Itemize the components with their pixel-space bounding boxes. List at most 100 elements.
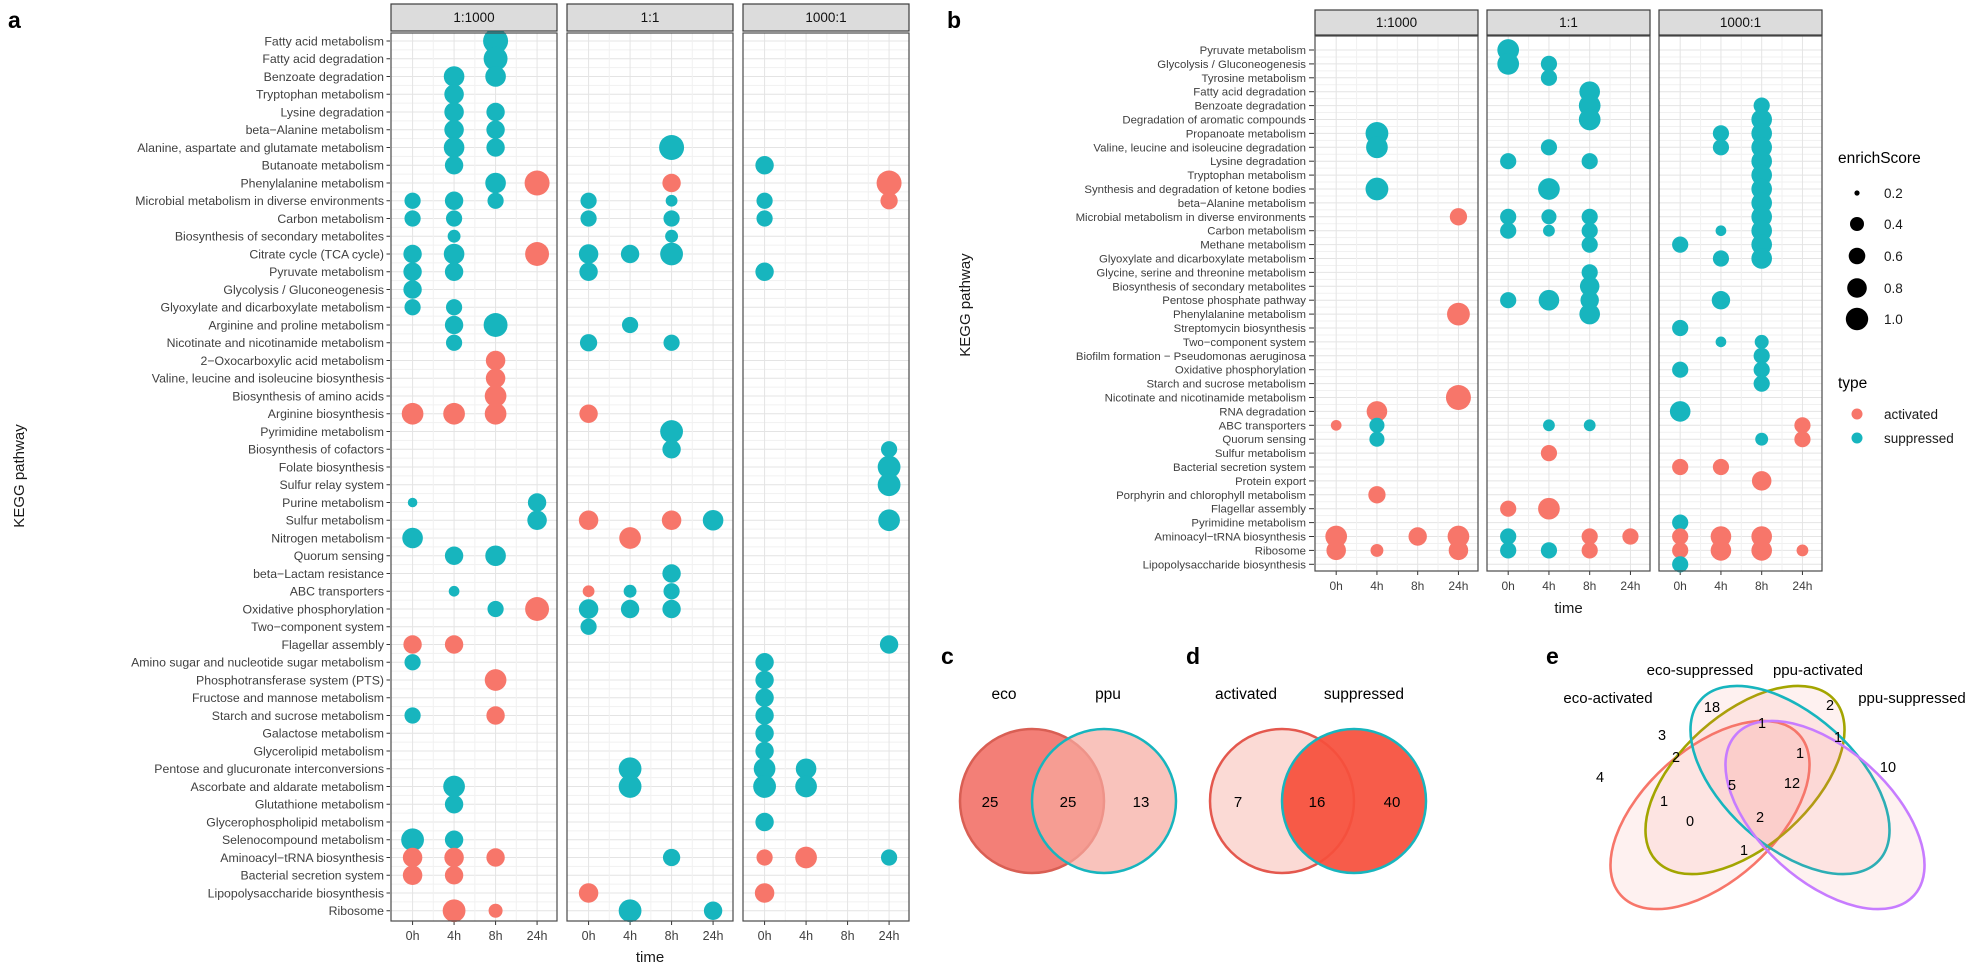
dot-activated: [401, 402, 424, 425]
dot-suppressed: [1500, 222, 1517, 239]
dot-suppressed: [1753, 375, 1770, 392]
dot-activated: [1366, 401, 1388, 422]
dot-suppressed: [755, 812, 774, 832]
dot-activated: [1540, 445, 1558, 462]
dot-suppressed: [880, 441, 898, 458]
dot-suppressed: [407, 497, 418, 508]
row-label: Glutathione metabolism: [255, 798, 384, 812]
dot-suppressed: [756, 192, 773, 209]
venn-count-eco-activated&ppu-suppressed: 1: [1740, 843, 1748, 859]
row-label: Fructose and mannose metabolism: [192, 691, 384, 705]
legend-type-label: suppressed: [1884, 431, 1954, 446]
row-label: Pyruvate metabolism: [269, 265, 384, 279]
set-label-ppu-suppressed: ppu-suppressed: [1858, 690, 1966, 707]
facet-bg: [1315, 36, 1478, 571]
row-label: Lysine degradation: [281, 105, 385, 119]
dot-suppressed: [755, 670, 774, 690]
dot-suppressed: [527, 493, 547, 512]
dot-suppressed: [1500, 292, 1517, 309]
row-label: ABC transporters: [1219, 420, 1307, 432]
row-label: Carbon metabolism: [277, 212, 384, 226]
row-label: Synthesis and degradation of ketone bodi…: [1084, 184, 1306, 196]
dot-suppressed: [445, 334, 463, 351]
dot-suppressed: [665, 194, 678, 207]
row-label: Sulfur metabolism: [1215, 448, 1306, 460]
dot-suppressed: [1369, 417, 1385, 433]
venn-ellipse-ppu-suppressed: [1724, 719, 1926, 911]
dot-suppressed: [444, 84, 464, 104]
dot-activated: [1794, 431, 1811, 448]
dot-suppressed: [483, 46, 508, 71]
dot-suppressed: [1672, 236, 1689, 253]
dot-suppressed: [1711, 291, 1731, 310]
row-label: Pyruvate metabolism: [1200, 45, 1306, 57]
facet-bg: [391, 33, 557, 921]
legend: enrichScore 0.2 0.4 0.6 0.8 1.0 type activated s…: [1838, 150, 1954, 446]
dot-suppressed: [702, 509, 724, 531]
dot-activated: [582, 585, 595, 598]
facet-bg: [567, 33, 733, 921]
dot-activated: [1445, 385, 1471, 410]
x-tick-label: 0h: [758, 929, 772, 943]
dot-suppressed: [444, 191, 464, 210]
row-label: Tryptophan metabolism: [256, 88, 384, 102]
dot-suppressed: [403, 244, 422, 264]
dot-suppressed: [1579, 276, 1600, 297]
legend-size-dot-0.6: [1848, 247, 1866, 265]
y-axis-title: KEGG pathway: [957, 253, 974, 357]
dot-suppressed: [1500, 542, 1517, 559]
row-label: Selenocompound metabolism: [222, 833, 384, 847]
x-tick-label: 4h: [447, 929, 461, 943]
dot-suppressed: [404, 299, 421, 316]
x-tick-label: 4h: [1542, 579, 1555, 593]
row-label: Phenylalanine metabolism: [240, 176, 384, 190]
dot-suppressed: [1715, 336, 1727, 348]
row-label: Galactose metabolism: [262, 727, 384, 741]
venn-count-eco-activated&eco-suppressed: 3: [1658, 728, 1666, 744]
x-tick-label: 24h: [1448, 579, 1468, 593]
legend-size-dot-0.8: [1847, 278, 1867, 298]
dot-suppressed: [1581, 222, 1598, 239]
dot-suppressed: [753, 775, 776, 798]
dot-suppressed: [445, 299, 463, 316]
dot-suppressed: [443, 137, 465, 158]
row-label: Biofilm formation − Pseudomonas aerugino…: [1076, 351, 1307, 363]
dot-activated: [661, 510, 682, 530]
dot-suppressed: [665, 229, 679, 243]
row-label: Ascorbate and aldarate metabolism: [191, 780, 384, 794]
dot-suppressed: [621, 316, 639, 334]
x-tick-label: 0h: [1330, 579, 1343, 593]
dot-suppressed: [578, 244, 599, 264]
row-label: Lipopolysaccharide biosynthesis: [1143, 559, 1307, 571]
dot-suppressed: [444, 795, 464, 814]
row-label: Protein export: [1235, 476, 1307, 488]
dot-suppressed: [1712, 139, 1730, 156]
y-axis-title: KEGG pathway: [11, 424, 28, 528]
dot-suppressed: [580, 618, 597, 635]
row-label: Two−component system: [251, 620, 384, 634]
venn-count-suppressed-only: 40: [1384, 794, 1401, 811]
dot-suppressed: [1754, 334, 1769, 349]
x-tick-label: 0h: [1502, 579, 1515, 593]
dot-suppressed: [880, 849, 898, 866]
dot-suppressed: [580, 192, 597, 209]
row-label: Sulfur relay system: [279, 478, 384, 492]
dot-suppressed: [662, 848, 681, 867]
dot-suppressed: [485, 66, 506, 87]
dot-suppressed: [755, 706, 774, 725]
dot-suppressed: [444, 262, 464, 281]
venn-circle-ppu: [1030, 727, 1178, 875]
x-tick-label: 0h: [406, 929, 420, 943]
facet-b-1:1: 0h 4h 8h 24h 1:1: [1486, 9, 1651, 593]
dot-suppressed: [1715, 225, 1727, 237]
x-tick-label: 4h: [1714, 579, 1727, 593]
dot-activated: [1751, 540, 1772, 561]
row-label: Alanine, aspartate and glutamate metabol…: [137, 141, 384, 155]
x-axis-title: time: [1554, 600, 1582, 617]
x-tick-label: 24h: [879, 929, 900, 943]
legend-type-dot-activated: [1851, 408, 1863, 420]
row-label: Porphyrin and chlorophyll metabolism: [1116, 490, 1306, 502]
dot-suppressed: [1581, 208, 1598, 225]
dot-suppressed: [1540, 542, 1558, 559]
panel-a: a KEGG pathway Fatty acid metabolism Fatty …: [8, 3, 910, 966]
